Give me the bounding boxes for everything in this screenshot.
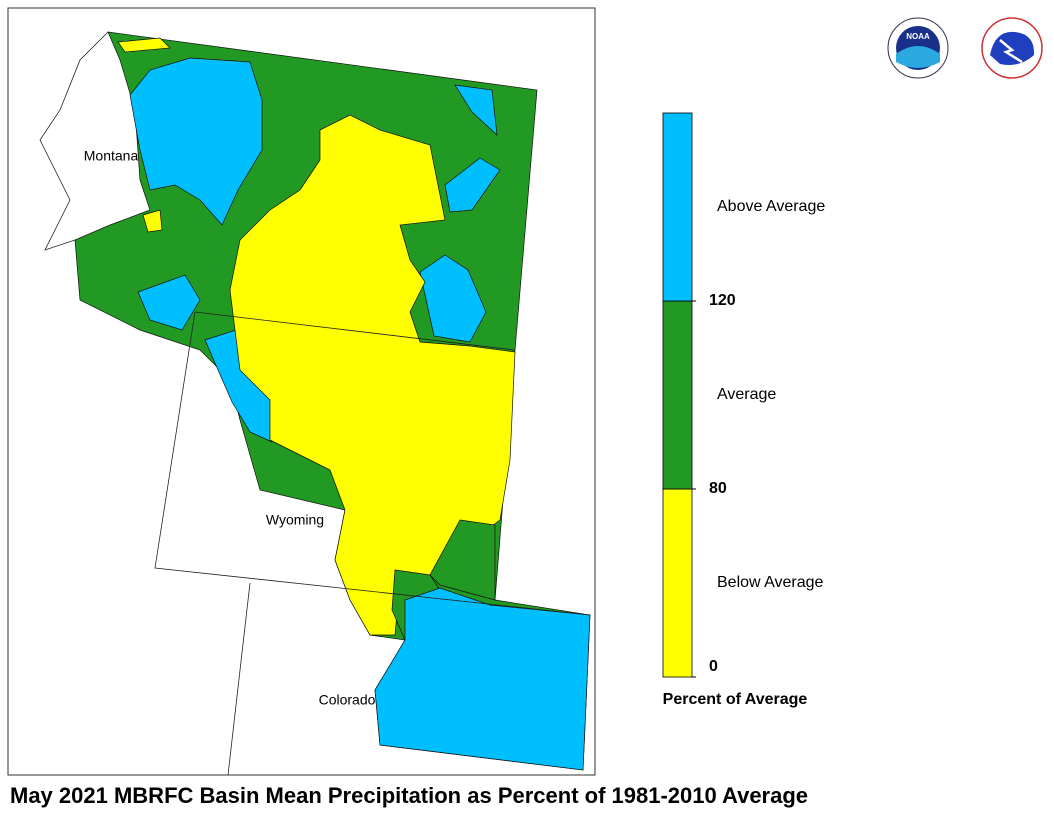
page-title: May 2021 MBRFC Basin Mean Precipitation … <box>10 783 808 808</box>
noaa-logo-text: NOAA <box>906 32 930 41</box>
legend-swatch <box>662 300 693 490</box>
legend-title: Percent of Average <box>663 691 808 708</box>
legend-label: Above Average <box>717 198 825 215</box>
legend-tick-label: 80 <box>709 480 727 497</box>
legend-swatch <box>662 488 693 678</box>
legend-swatch <box>662 112 693 302</box>
noaa-logo-wave <box>896 46 940 68</box>
legend-label: Average <box>717 386 776 403</box>
legend-label: Below Average <box>717 574 824 591</box>
state-label: Wyoming <box>266 512 324 528</box>
legend-tick-label: 120 <box>709 292 736 309</box>
basins <box>74 31 591 771</box>
nws-logo-bolt <box>999 39 1023 64</box>
state-borders <box>39 31 591 776</box>
state-label: Montana <box>84 148 139 164</box>
legend-tick-label: 0 <box>709 658 718 675</box>
logos <box>887 17 1043 79</box>
state-label: Colorado <box>319 692 376 708</box>
